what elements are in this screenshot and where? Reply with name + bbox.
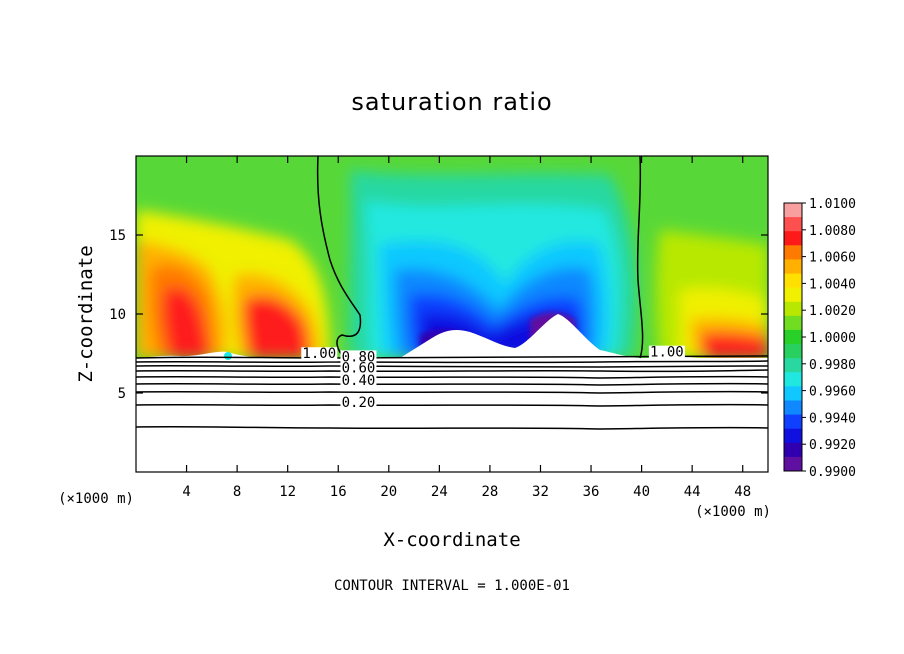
contour-label: 1.00 <box>650 345 684 361</box>
x-tick-label: 16 <box>330 484 347 500</box>
y-tick-label: 5 <box>118 386 126 402</box>
colorbar-swatch <box>784 301 802 317</box>
y-tick-label: 10 <box>109 307 126 323</box>
contour-label-bg <box>340 350 377 365</box>
colorbar-swatch <box>784 273 802 289</box>
colorbar-swatch <box>784 386 802 401</box>
x-tick-label: 20 <box>380 484 397 500</box>
contour-label: 0.60 <box>342 360 376 376</box>
contour-label: 0.80 <box>342 349 376 365</box>
colorbar-swatch <box>784 203 802 218</box>
x-tick-label: 32 <box>532 484 549 500</box>
colorbar-label: 1.0000 <box>809 331 856 346</box>
colorbar-label: 1.0060 <box>809 251 856 266</box>
colorbar-swatch <box>784 414 802 430</box>
x-unit-right: (×1000 m) <box>695 504 771 520</box>
colorbar-swatch <box>784 442 802 458</box>
contour-interval-note: CONTOUR INTERVAL = 1.000E-01 <box>333 578 570 594</box>
x-tick-label: 44 <box>684 484 701 500</box>
colorbar-label: 0.9960 <box>809 385 856 400</box>
x-tick-label: 36 <box>583 484 600 500</box>
colorbar-swatch <box>784 245 802 260</box>
contour-label-bg <box>340 374 377 389</box>
contour-label: 0.40 <box>342 373 376 389</box>
colorbar-swatch <box>784 217 802 232</box>
colorbar-label: 0.9900 <box>809 465 856 480</box>
contour-label-bg <box>301 347 338 362</box>
x-tick-label: 40 <box>633 484 650 500</box>
x-unit-left: (×1000 m) <box>58 491 134 507</box>
x-tick-label: 8 <box>233 484 241 500</box>
colorbar-swatch <box>784 287 802 303</box>
contour-label: 0.20 <box>342 395 376 411</box>
y-axis-label: Z-coordinate <box>75 245 97 382</box>
contour-lines <box>136 156 768 430</box>
colorbar-label: 1.0080 <box>809 224 856 239</box>
colorbar-label: 1.0020 <box>809 304 856 319</box>
colorbar-swatch <box>784 344 802 359</box>
contour-label-bg <box>648 345 685 360</box>
colorbar-swatch <box>784 372 802 387</box>
colorbar-label: 0.9940 <box>809 411 856 426</box>
colorbar-swatch <box>784 400 802 416</box>
x-tick-label: 24 <box>431 484 448 500</box>
contour-label: 1.00 <box>302 346 336 362</box>
colorbar-swatch <box>784 259 802 275</box>
x-tick-label: 4 <box>182 484 190 500</box>
colorbar-label: 1.0040 <box>809 277 856 292</box>
colorbar-swatch <box>784 231 802 246</box>
x-axis-label: X-coordinate <box>383 529 520 551</box>
colorbar-swatch <box>784 358 802 373</box>
x-tick-label: 12 <box>279 484 296 500</box>
colorbar-swatch <box>784 329 802 345</box>
x-tick-label: 28 <box>481 484 498 500</box>
heatmap-field <box>136 156 768 472</box>
contour-label-bg <box>340 396 377 411</box>
chart-title: saturation ratio <box>351 88 553 116</box>
colorbar-label: 0.9920 <box>809 438 856 453</box>
colorbar-label: 0.9980 <box>809 358 856 373</box>
colorbar-label: 1.0100 <box>809 197 856 212</box>
y-tick-label: 15 <box>109 228 126 244</box>
colorbar-swatch <box>784 456 802 472</box>
colorbar-swatch <box>784 428 802 444</box>
colorbar-swatch <box>784 315 802 331</box>
x-tick-label: 48 <box>734 484 751 500</box>
contour-label-bg <box>340 361 377 376</box>
